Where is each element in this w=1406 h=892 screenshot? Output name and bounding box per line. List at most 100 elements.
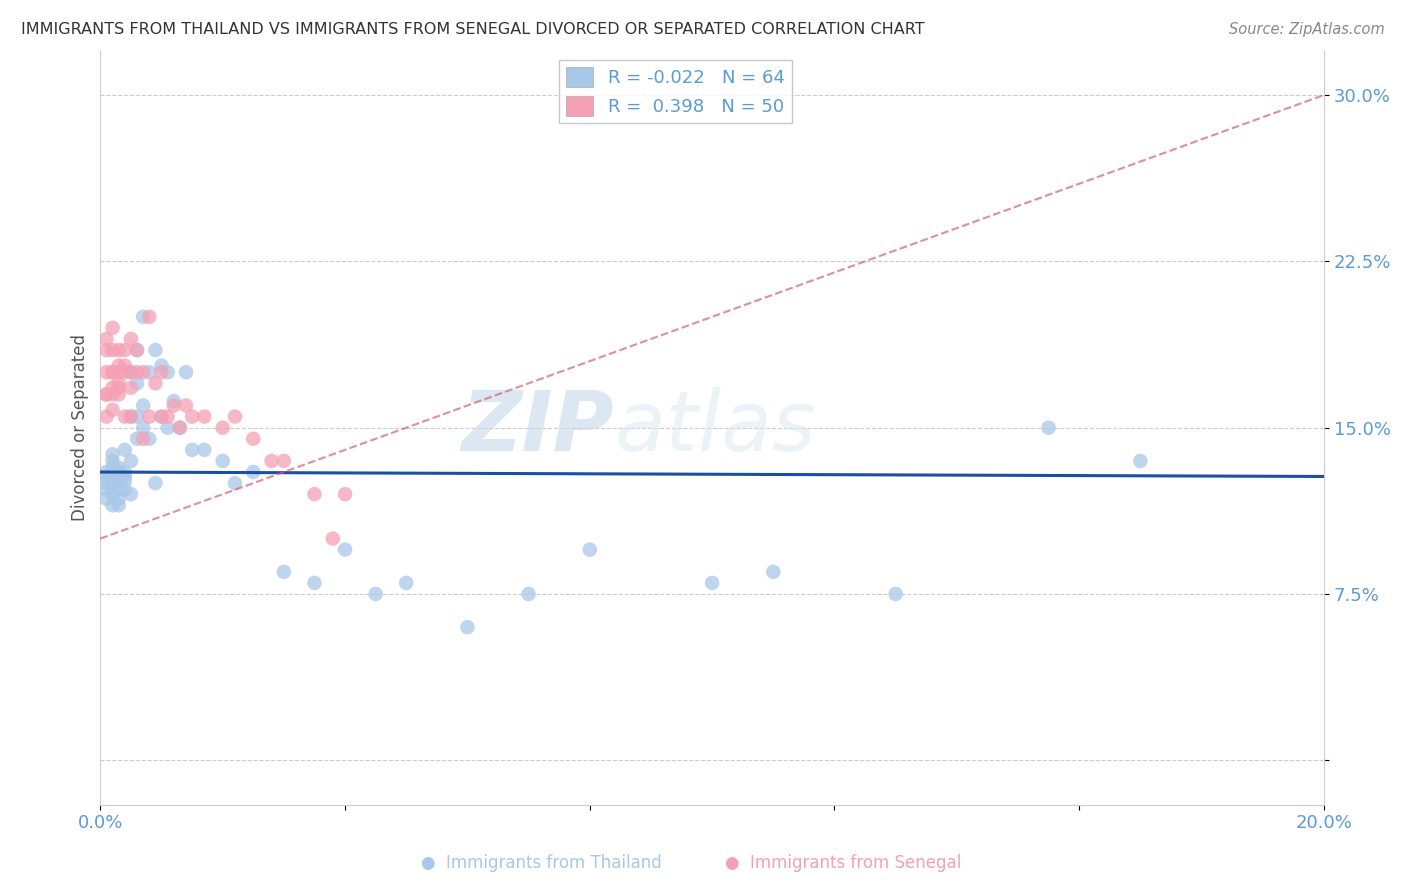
- Point: [150, 409, 173, 424]
- Point: [242, 465, 264, 479]
- Point: [138, 432, 160, 446]
- Point: [181, 409, 204, 424]
- Point: [96, 343, 118, 357]
- Point: [101, 487, 124, 501]
- Point: [107, 474, 129, 488]
- Point: [163, 399, 186, 413]
- Point: [1129, 454, 1152, 468]
- Point: [224, 409, 246, 424]
- Legend: R = -0.022   N = 64, R =  0.398   N = 50: R = -0.022 N = 64, R = 0.398 N = 50: [560, 60, 792, 123]
- Point: [884, 587, 907, 601]
- Point: [114, 409, 136, 424]
- Point: [96, 483, 118, 497]
- Point: [96, 409, 118, 424]
- Point: [125, 343, 148, 357]
- Text: ZIP: ZIP: [461, 387, 614, 468]
- Point: [114, 359, 136, 373]
- Point: [132, 432, 155, 446]
- Point: [364, 587, 387, 601]
- Point: [273, 454, 295, 468]
- Point: [156, 420, 179, 434]
- Point: [333, 487, 356, 501]
- Point: [211, 454, 233, 468]
- Text: ●  Immigrants from Senegal: ● Immigrants from Senegal: [725, 855, 962, 872]
- Point: [138, 409, 160, 424]
- Point: [242, 432, 264, 446]
- Point: [96, 491, 118, 506]
- Point: [101, 321, 124, 335]
- Point: [107, 343, 129, 357]
- Y-axis label: Divorced or Separated: Divorced or Separated: [72, 334, 89, 521]
- Point: [145, 343, 167, 357]
- Point: [120, 381, 142, 395]
- Point: [101, 365, 124, 379]
- Point: [132, 399, 155, 413]
- Point: [125, 432, 148, 446]
- Point: [101, 343, 124, 357]
- Text: ●  Immigrants from Thailand: ● Immigrants from Thailand: [420, 855, 662, 872]
- Point: [96, 387, 118, 401]
- Point: [169, 420, 191, 434]
- Point: [120, 332, 142, 346]
- Text: Source: ZipAtlas.com: Source: ZipAtlas.com: [1229, 22, 1385, 37]
- Point: [107, 359, 129, 373]
- Point: [101, 469, 124, 483]
- Point: [101, 381, 124, 395]
- Point: [211, 420, 233, 434]
- Point: [96, 465, 118, 479]
- Point: [101, 498, 124, 512]
- Point: [107, 498, 129, 512]
- Point: [456, 620, 478, 634]
- Point: [120, 409, 142, 424]
- Point: [101, 476, 124, 491]
- Point: [107, 376, 129, 391]
- Point: [101, 365, 124, 379]
- Point: [700, 575, 723, 590]
- Point: [322, 532, 344, 546]
- Point: [193, 442, 215, 457]
- Point: [120, 409, 142, 424]
- Point: [114, 469, 136, 483]
- Point: [145, 476, 167, 491]
- Point: [125, 343, 148, 357]
- Point: [174, 399, 197, 413]
- Text: IMMIGRANTS FROM THAILAND VS IMMIGRANTS FROM SENEGAL DIVORCED OR SEPARATED CORREL: IMMIGRANTS FROM THAILAND VS IMMIGRANTS F…: [21, 22, 925, 37]
- Point: [101, 447, 124, 461]
- Point: [114, 483, 136, 497]
- Point: [107, 460, 129, 475]
- Point: [107, 381, 129, 395]
- Point: [181, 442, 204, 457]
- Point: [150, 365, 173, 379]
- Point: [120, 487, 142, 501]
- Point: [120, 365, 142, 379]
- Point: [96, 387, 118, 401]
- Point: [1038, 420, 1060, 434]
- Point: [174, 365, 197, 379]
- Point: [101, 454, 124, 468]
- Point: [96, 365, 118, 379]
- Text: atlas: atlas: [614, 387, 815, 468]
- Point: [517, 587, 540, 601]
- Point: [107, 365, 129, 379]
- Point: [156, 365, 179, 379]
- Point: [138, 310, 160, 324]
- Point: [193, 409, 215, 424]
- Point: [125, 365, 148, 379]
- Point: [114, 474, 136, 488]
- Point: [150, 409, 173, 424]
- Point: [395, 575, 418, 590]
- Point: [120, 365, 142, 379]
- Point: [96, 476, 118, 491]
- Point: [304, 487, 326, 501]
- Point: [273, 565, 295, 579]
- Point: [132, 365, 155, 379]
- Point: [163, 394, 186, 409]
- Point: [114, 365, 136, 379]
- Point: [101, 387, 124, 401]
- Point: [260, 454, 283, 468]
- Point: [125, 376, 148, 391]
- Point: [96, 332, 118, 346]
- Point: [333, 542, 356, 557]
- Point: [114, 343, 136, 357]
- Point: [107, 465, 129, 479]
